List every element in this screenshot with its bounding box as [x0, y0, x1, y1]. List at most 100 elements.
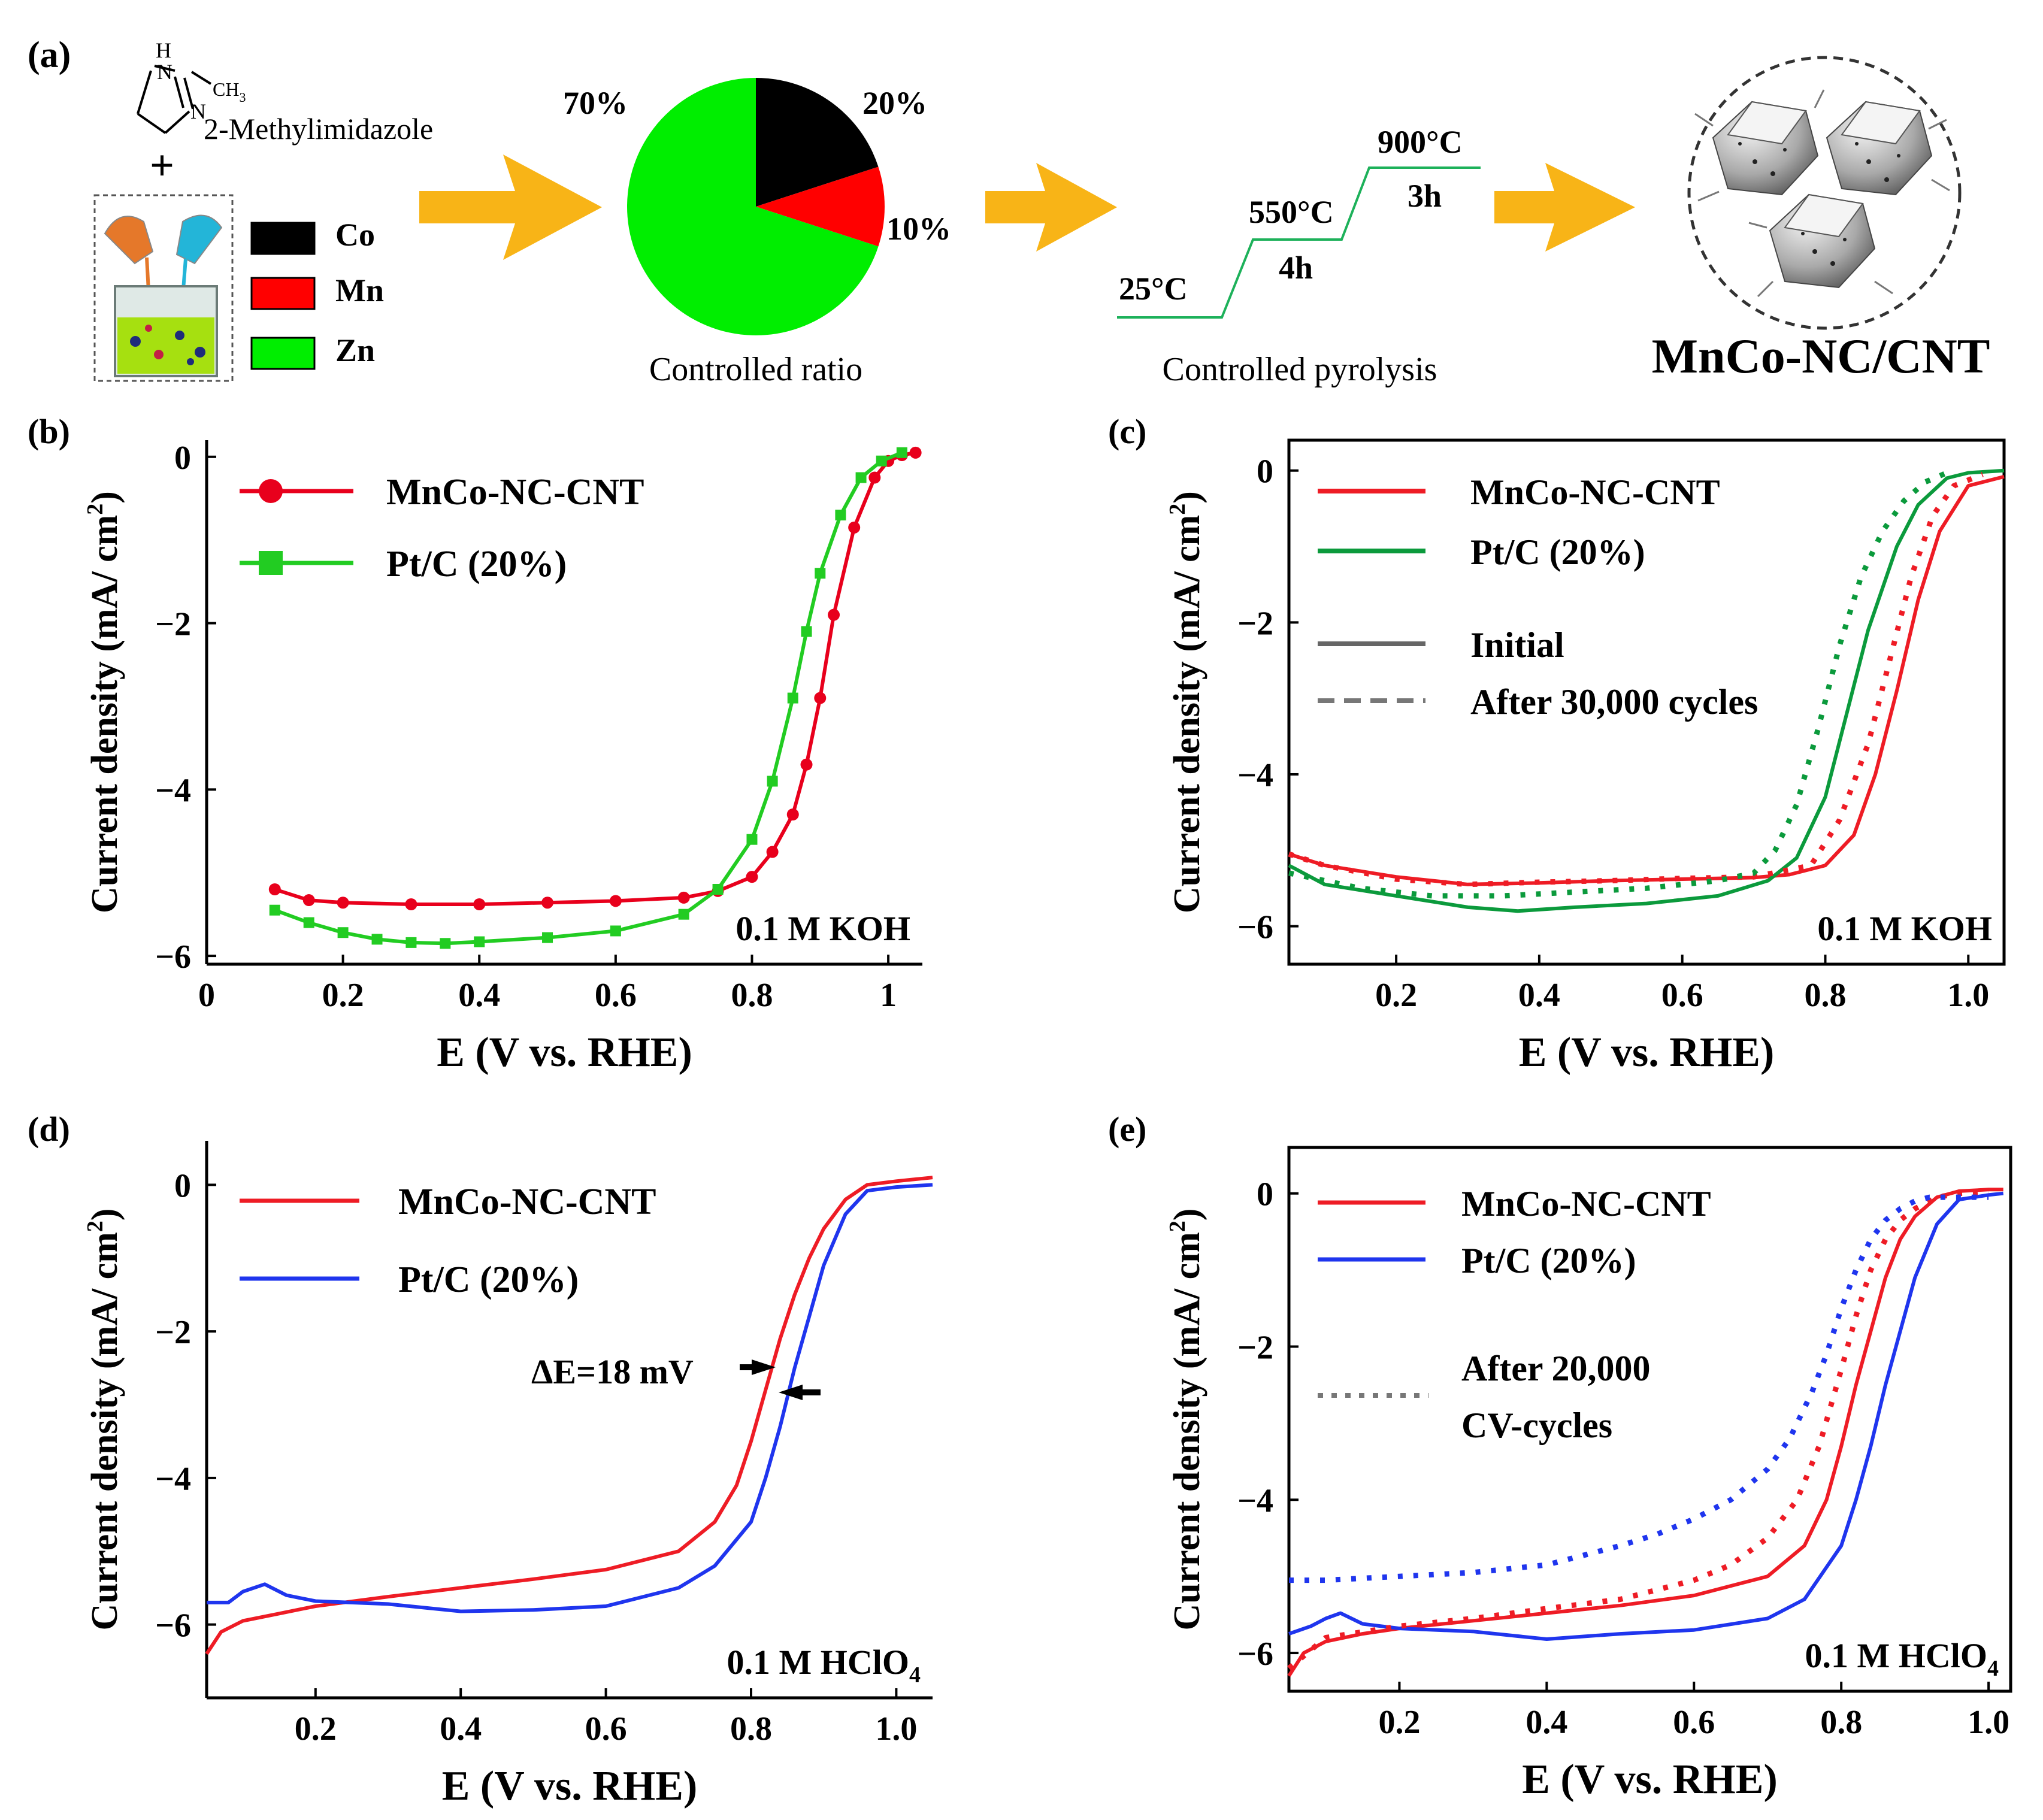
- methylimidazole-ch3: CH3: [213, 78, 246, 105]
- data-point: [268, 883, 281, 895]
- x-tick-label: 0.4: [1526, 1704, 1567, 1741]
- series-line-0: [1287, 1188, 2003, 1677]
- pie-label-mn: 10%: [886, 211, 951, 247]
- process-arrow-3: [1494, 163, 1635, 252]
- ratio-pie-chart: [627, 78, 885, 335]
- series-line-1: [1288, 468, 2005, 913]
- x-tick-label: 0.6: [595, 977, 637, 1014]
- legend-label: Pt/C (20%): [1470, 532, 1645, 572]
- legend-label: MnCo-NC-CNT: [1461, 1184, 1711, 1224]
- delta-e-label: ΔE=18 mV: [531, 1352, 694, 1391]
- legend-swatch-mn: [250, 277, 316, 310]
- x-tick-label: 0.8: [1820, 1704, 1862, 1741]
- x-axis-label: E (V vs. RHE): [1519, 1029, 1775, 1076]
- y-tick-label: −6: [1237, 1636, 1273, 1673]
- data-point: [405, 898, 417, 910]
- pie-slice-zn: [627, 78, 879, 335]
- electrolyte-annotation: 0.1 M KOH: [736, 909, 910, 948]
- electrolyte-annotation: 0.1 M KOH: [1817, 909, 1992, 948]
- y-tick-label: −2: [1237, 1330, 1273, 1367]
- data-point: [474, 936, 485, 947]
- data-point: [815, 568, 826, 579]
- y-tick-label: 0: [1257, 453, 1273, 490]
- series-line-0: [274, 450, 916, 906]
- panel-a: (a) H N N CH3 2-Methylimidazole +: [28, 35, 1990, 388]
- x-tick-label: 0.2: [1375, 977, 1417, 1014]
- methylimidazole-h: H: [156, 38, 171, 62]
- panel-label: (c): [1108, 412, 1146, 451]
- legend-label-co: Co: [335, 217, 375, 253]
- series-line-0: [1288, 474, 2005, 886]
- pie-slice-mn: [756, 166, 885, 247]
- data-point: [855, 472, 867, 483]
- legend-label: MnCo-NC-CNT: [1470, 473, 1720, 512]
- data-point: [814, 692, 827, 704]
- y-tick-label: −6: [155, 938, 191, 976]
- x-tick-label: 0.6: [585, 1710, 627, 1748]
- data-point: [609, 895, 622, 907]
- data-point: [405, 937, 417, 948]
- legend-label: MnCo-NC-CNT: [386, 472, 644, 513]
- plus-sign: +: [150, 141, 174, 189]
- x-tick-label: 0.2: [295, 1710, 337, 1748]
- x-tick-label: 1.0: [1968, 1704, 2009, 1741]
- legend-swatch-zn: [250, 337, 316, 370]
- y-tick-label: −4: [1237, 757, 1273, 794]
- x-tick-label: 0.6: [1673, 1704, 1715, 1741]
- legend-marker: [259, 551, 283, 575]
- legend-label-zn: Zn: [335, 332, 375, 368]
- y-tick-label: −4: [1237, 1482, 1273, 1519]
- delta-arrow-right: [779, 1385, 821, 1400]
- process-arrow-2: [985, 163, 1117, 252]
- legend-marker: [259, 479, 283, 503]
- x-tick-label: 0: [198, 977, 215, 1014]
- panel-label: (b): [28, 412, 70, 451]
- x-tick-label: 1.0: [875, 1710, 917, 1748]
- x-tick-label: 0.6: [1661, 977, 1703, 1014]
- data-point: [828, 608, 840, 621]
- data-point: [541, 897, 554, 909]
- x-tick-label: 0.4: [458, 977, 500, 1014]
- y-tick-label: 0: [1257, 1176, 1273, 1213]
- x-tick-label: 0.2: [1378, 1704, 1420, 1741]
- legend-label: Pt/C (20%): [1461, 1241, 1636, 1280]
- data-point: [678, 909, 689, 920]
- panel-label: (d): [28, 1110, 70, 1149]
- pyrolysis-d2: 4h: [1279, 250, 1313, 286]
- pyrolysis-t1: 25°C: [1119, 271, 1188, 307]
- x-tick-label: 0.8: [730, 1710, 772, 1748]
- data-point: [303, 917, 314, 928]
- panel-d-chart: (d) 0.2 0.4 0.6 0.8 1.0 0 −2 −4 −6 E (V vs. RHE) Cu…: [28, 1110, 933, 1809]
- legend-label: MnCo-NC-CNT: [398, 1182, 656, 1222]
- data-point: [473, 898, 486, 910]
- legend-label: Pt/C (20%): [398, 1259, 579, 1300]
- x-tick-label: 1: [880, 977, 897, 1014]
- plot-frame: [1287, 438, 2006, 966]
- data-point: [371, 934, 383, 945]
- x-tick-label: 0.8: [731, 977, 773, 1014]
- panel-label: (e): [1108, 1110, 1146, 1149]
- y-tick-label: −2: [155, 606, 191, 643]
- x-tick-label: 0.4: [1518, 977, 1560, 1014]
- data-point: [767, 776, 778, 787]
- plot-frame: [1287, 1146, 2012, 1693]
- data-point: [848, 521, 861, 534]
- product-particles: [1687, 56, 1962, 330]
- pyrolysis-t2: 550°C: [1249, 194, 1334, 230]
- y-tick-label: −2: [155, 1314, 191, 1351]
- series-line-3: [1289, 1194, 1989, 1583]
- data-point: [337, 927, 349, 938]
- x-tick-label: 0.2: [322, 977, 364, 1014]
- panel-e-chart: (e) 0.2 0.4 0.6 0.8 1.0 0 −2 −4 −6 E (V vs. RHE) Cu…: [1108, 1110, 2012, 1803]
- y-tick-label: −6: [155, 1607, 191, 1645]
- y-axis-label: Current density (mA/ cm2): [83, 491, 125, 913]
- methylimidazole-n-bottom: N: [190, 99, 206, 123]
- x-tick-label: 1.0: [1947, 977, 1989, 1014]
- data-point: [896, 447, 907, 458]
- product-label: MnCo-NC/CNT: [1652, 329, 1990, 383]
- y-tick-label: −2: [1237, 605, 1273, 642]
- y-axis-label: Current density (mA/ cm2): [1165, 1209, 1207, 1631]
- data-point: [337, 897, 349, 909]
- legend-swatch-co: [250, 222, 316, 255]
